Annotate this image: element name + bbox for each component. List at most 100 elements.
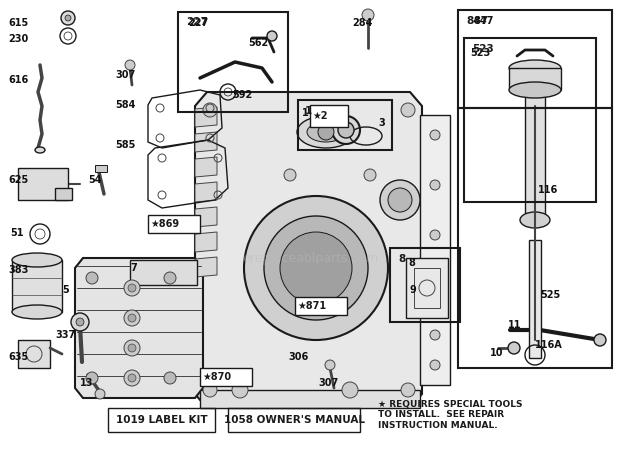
Bar (108, 408, 215, 432)
Circle shape (71, 313, 89, 331)
Ellipse shape (35, 147, 45, 153)
Circle shape (61, 11, 75, 25)
Bar (148, 215, 200, 233)
Circle shape (280, 232, 352, 304)
Polygon shape (75, 258, 203, 398)
Circle shape (128, 374, 136, 382)
Circle shape (203, 383, 217, 397)
Text: 230: 230 (8, 34, 29, 44)
Text: ★2: ★2 (312, 111, 327, 121)
Circle shape (430, 280, 440, 290)
Circle shape (128, 344, 136, 352)
Text: 847: 847 (473, 16, 494, 26)
Text: 8: 8 (408, 258, 415, 268)
Text: 116: 116 (538, 185, 558, 195)
Text: 562: 562 (248, 38, 268, 48)
Circle shape (124, 370, 140, 386)
Text: 307: 307 (318, 378, 339, 388)
Circle shape (342, 382, 358, 398)
Bar (390, 248, 460, 322)
Circle shape (284, 169, 296, 181)
Text: 383: 383 (8, 265, 29, 275)
Text: 1: 1 (302, 108, 309, 118)
Text: 523: 523 (472, 44, 494, 54)
Text: 11: 11 (508, 320, 521, 330)
Text: ★ REQUIRES SPECIAL TOOLS
TO INSTALL.  SEE REPAIR
INSTRUCTION MANUAL.: ★ REQUIRES SPECIAL TOOLS TO INSTALL. SEE… (378, 400, 523, 430)
Text: 525: 525 (540, 290, 560, 300)
Ellipse shape (12, 305, 62, 319)
Bar (95, 165, 107, 172)
Bar (406, 258, 448, 318)
Polygon shape (195, 132, 217, 152)
Bar (310, 105, 348, 127)
Bar (178, 12, 288, 112)
Circle shape (388, 188, 412, 212)
Circle shape (594, 334, 606, 346)
Text: 584: 584 (115, 100, 135, 110)
Text: 523: 523 (470, 48, 490, 58)
Circle shape (244, 196, 388, 340)
Circle shape (430, 230, 440, 240)
Text: 54: 54 (88, 175, 102, 185)
Ellipse shape (297, 116, 355, 148)
Circle shape (267, 31, 277, 41)
Text: 3: 3 (378, 118, 385, 128)
Circle shape (325, 360, 335, 370)
Bar (464, 38, 596, 202)
Ellipse shape (509, 60, 561, 76)
Text: 307: 307 (115, 70, 135, 80)
Circle shape (124, 280, 140, 296)
Circle shape (128, 314, 136, 322)
Circle shape (124, 310, 140, 326)
Text: ★870: ★870 (202, 372, 231, 382)
Bar (130, 260, 197, 285)
Text: 847: 847 (466, 16, 488, 26)
Text: 1019 LABEL KIT: 1019 LABEL KIT (116, 415, 207, 425)
Circle shape (401, 103, 415, 117)
Text: 306: 306 (288, 352, 308, 362)
Text: 592: 592 (232, 90, 252, 100)
Bar (295, 297, 347, 315)
Text: 7: 7 (130, 263, 137, 273)
Bar (200, 368, 252, 386)
Circle shape (164, 372, 176, 384)
Polygon shape (195, 157, 217, 177)
Text: 10: 10 (490, 348, 503, 358)
Text: 227: 227 (188, 18, 208, 28)
Ellipse shape (509, 82, 561, 98)
Bar (298, 100, 392, 150)
Circle shape (338, 122, 354, 138)
Polygon shape (195, 182, 217, 202)
Text: 625: 625 (8, 175, 29, 185)
Bar (12, 260, 62, 312)
Bar (414, 268, 440, 308)
Circle shape (232, 382, 248, 398)
Bar (458, 10, 612, 108)
Circle shape (430, 330, 440, 340)
Text: 227: 227 (186, 17, 208, 27)
Circle shape (86, 272, 98, 284)
Text: 116A: 116A (535, 340, 563, 350)
Circle shape (430, 130, 440, 140)
Text: 13: 13 (80, 378, 94, 388)
Ellipse shape (307, 122, 345, 142)
Text: 585: 585 (115, 140, 135, 150)
Circle shape (65, 15, 71, 21)
Text: 1058 OWNER'S MANUAL: 1058 OWNER'S MANUAL (223, 415, 365, 425)
Circle shape (76, 318, 84, 326)
Circle shape (318, 124, 334, 140)
Polygon shape (195, 232, 217, 252)
Circle shape (125, 60, 135, 70)
Circle shape (430, 360, 440, 370)
Text: ★871: ★871 (297, 301, 326, 311)
Polygon shape (195, 207, 217, 227)
Text: 615: 615 (8, 18, 29, 28)
Circle shape (86, 372, 98, 384)
Circle shape (508, 342, 520, 354)
Bar (55, 188, 72, 200)
Text: 8: 8 (398, 254, 405, 264)
Polygon shape (195, 257, 217, 277)
Polygon shape (195, 107, 217, 127)
Circle shape (164, 272, 176, 284)
Text: 337: 337 (55, 330, 75, 340)
